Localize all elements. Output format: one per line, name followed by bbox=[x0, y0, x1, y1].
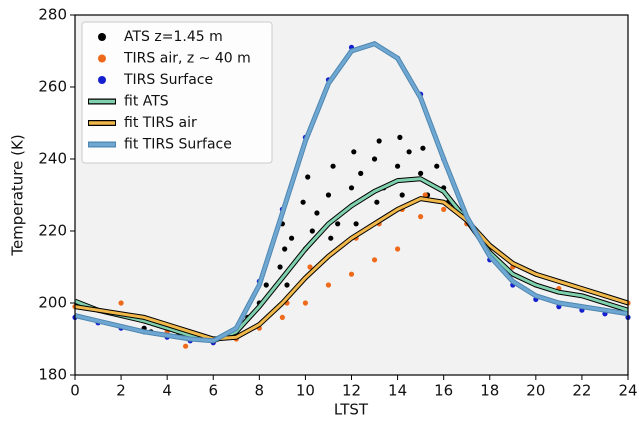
x-tick-label: 22 bbox=[572, 382, 591, 400]
x-tick-label: 20 bbox=[526, 382, 545, 400]
y-tick-label: 240 bbox=[38, 150, 67, 168]
data-point bbox=[335, 221, 341, 227]
data-point bbox=[325, 192, 332, 198]
legend-marker bbox=[98, 33, 106, 41]
data-point bbox=[330, 163, 336, 169]
fit-line bbox=[74, 197, 629, 341]
x-tick-label: 24 bbox=[618, 382, 637, 400]
data-point bbox=[183, 343, 189, 349]
x-axis-label: LTST bbox=[334, 401, 369, 419]
y-tick-label: 280 bbox=[38, 6, 67, 24]
x-tick-label: 10 bbox=[296, 382, 315, 400]
data-point bbox=[394, 246, 401, 252]
x-tick-label: 14 bbox=[388, 382, 407, 400]
data-point bbox=[376, 138, 382, 144]
x-tick-label: 6 bbox=[208, 382, 218, 400]
legend-label: fit TIRS air bbox=[124, 115, 197, 131]
data-point bbox=[328, 235, 334, 241]
data-point bbox=[397, 134, 403, 140]
y-tick-label: 180 bbox=[38, 366, 67, 384]
legend-label: fit TIRS Surface bbox=[124, 137, 232, 153]
data-point bbox=[399, 192, 405, 198]
x-tick-label: 12 bbox=[342, 382, 361, 400]
y-axis-label: Temperature (K) bbox=[9, 134, 27, 256]
legend-label: fit ATS bbox=[124, 94, 169, 110]
legend-marker bbox=[98, 76, 106, 84]
x-tick-label: 16 bbox=[434, 382, 453, 400]
y-tick-label: 260 bbox=[38, 78, 67, 96]
data-point bbox=[302, 300, 309, 306]
x-tick-label: 18 bbox=[480, 382, 499, 400]
plot-frame bbox=[74, 14, 629, 376]
data-point bbox=[351, 149, 357, 155]
fit-line bbox=[74, 42, 629, 343]
data-point bbox=[288, 235, 295, 241]
x-tick-label: 4 bbox=[162, 382, 172, 400]
data-point bbox=[263, 282, 269, 288]
data-point bbox=[441, 206, 447, 212]
legend-marker bbox=[98, 54, 106, 63]
data-point bbox=[282, 246, 288, 252]
x-tick-label: 2 bbox=[116, 382, 126, 400]
data-point bbox=[374, 199, 380, 205]
data-point bbox=[307, 264, 313, 270]
data-point bbox=[348, 271, 355, 277]
x-tick-label: 8 bbox=[255, 382, 265, 400]
y-tick-label: 200 bbox=[38, 294, 67, 312]
data-point bbox=[406, 149, 412, 155]
data-point bbox=[420, 145, 426, 151]
legend-label: TIRS Surface bbox=[123, 72, 213, 88]
legend-box bbox=[81, 21, 273, 164]
data-point bbox=[371, 156, 378, 162]
data-point bbox=[353, 221, 359, 227]
x-tick-label: 0 bbox=[70, 382, 80, 400]
y-tick-label: 220 bbox=[38, 222, 67, 240]
data-point bbox=[422, 192, 428, 198]
legend: ATS z=1.45 m TIRS air, z ∼ 40 m TIRS Surfa… bbox=[81, 21, 273, 164]
data-point bbox=[418, 170, 424, 176]
data-point bbox=[434, 163, 440, 169]
data-point bbox=[394, 163, 401, 169]
data-point bbox=[279, 314, 285, 320]
data-point bbox=[284, 282, 290, 288]
data-point bbox=[348, 185, 355, 191]
data-point bbox=[314, 210, 320, 216]
data-point bbox=[300, 199, 306, 205]
data-point bbox=[309, 228, 315, 234]
legend-label: TIRS air, z ∼ 40 m bbox=[123, 51, 251, 67]
data-point bbox=[418, 214, 424, 220]
data-point bbox=[371, 257, 378, 263]
data-point bbox=[277, 264, 283, 270]
legend-label: ATS z=1.45 m bbox=[124, 29, 223, 45]
data-point bbox=[305, 174, 311, 180]
data-point bbox=[118, 300, 124, 306]
fit-line bbox=[74, 177, 629, 343]
data-point bbox=[358, 170, 364, 176]
data-point bbox=[325, 282, 332, 288]
